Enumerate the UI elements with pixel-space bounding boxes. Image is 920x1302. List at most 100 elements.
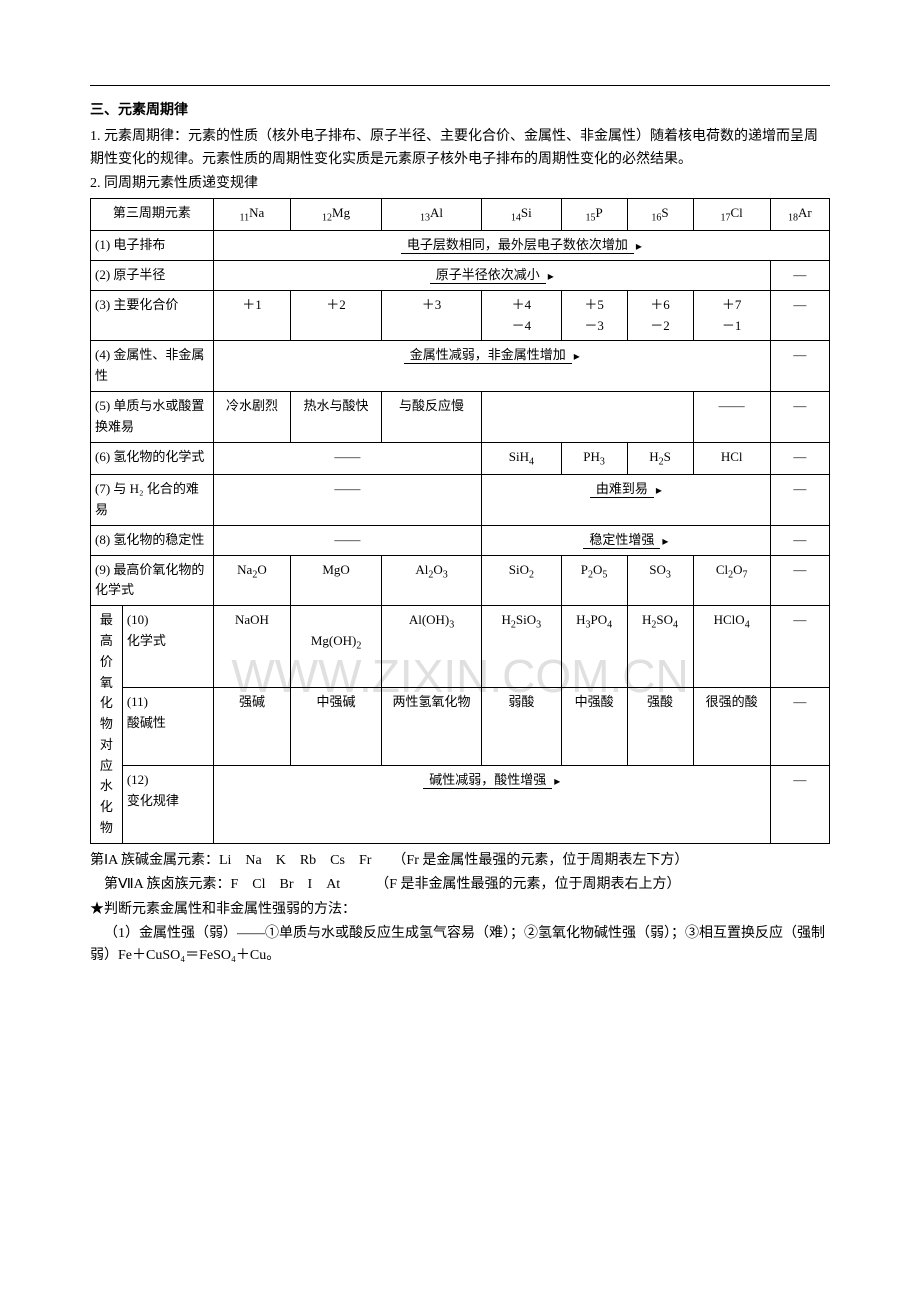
val-cell: Al2O3 <box>382 555 482 606</box>
arrow-right-icon: ▸ <box>554 774 560 788</box>
arrow-cell: 金属性减弱，非金属性增加▸ <box>213 341 770 392</box>
row-label: (3) 主要化合价 <box>91 290 214 341</box>
val-cell: Mg(OH)2 <box>291 606 382 688</box>
arrow-right-icon: ▸ <box>636 239 642 253</box>
dash-cell: — <box>770 442 829 475</box>
val-cell: NaOH <box>213 606 290 688</box>
dash-cell: — <box>770 525 829 555</box>
val-cell: ＋3 <box>382 290 482 341</box>
row-label: (6) 氢化物的化学式 <box>91 442 214 475</box>
para-2: 2. 同周期元素性质递变规律 <box>90 173 830 195</box>
arrow-cell: 原子半径依次减小▸ <box>213 260 770 290</box>
footnote-1: 第ⅠA 族碱金属元素：Li Na K Rb Cs Fr （Fr 是金属性最强的元… <box>90 850 830 872</box>
blank-cell <box>482 391 693 442</box>
val-cell: 弱酸 <box>482 688 562 766</box>
val-cell: Al(OH)3 <box>382 606 482 688</box>
arrow-right-icon: ▸ <box>656 483 662 497</box>
val-cell: HCl <box>693 442 770 475</box>
dash-cell: — <box>770 766 829 844</box>
dash-cell: — <box>770 260 829 290</box>
table-row: 第三周期元素 11Na 12Mg 13Al 14Si 15P 16S 17Cl … <box>91 198 830 231</box>
dash-cell: —— <box>213 475 481 526</box>
table-row: (4) 金属性、非金属性 金属性减弱，非金属性增加▸ — <box>91 341 830 392</box>
row-label: (4) 金属性、非金属性 <box>91 341 214 392</box>
val-cell: 两性氢氧化物 <box>382 688 482 766</box>
arrow-right-icon: ▸ <box>574 349 580 363</box>
table-row: (11)酸碱性 强碱 中强碱 两性氢氧化物 弱酸 中强酸 强酸 很强的酸 — <box>91 688 830 766</box>
table-row: (1) 电子排布 电子层数相同，最外层电子数依次增加▸ <box>91 231 830 261</box>
element-cell: 16S <box>627 198 693 231</box>
val-cell: 强酸 <box>627 688 693 766</box>
footnote-m1: （1）金属性强（弱）——①单质与水或酸反应生成氢气容易（难）；②氢氧化物碱性强（… <box>90 923 830 968</box>
arrow-cell: 碱性减弱，酸性增强▸ <box>213 766 770 844</box>
val-cell: Na2O <box>213 555 290 606</box>
val-cell: MgO <box>291 555 382 606</box>
table-row: (7) 与 H₂ 化合的难易 —— 由难到易▸ — <box>91 475 830 526</box>
table-row: (9) 最高价氧化物的化学式 Na2O MgO Al2O3 SiO2 P2O5 … <box>91 555 830 606</box>
dash-cell: — <box>770 555 829 606</box>
footnote-star: ★判断元素金属性和非金属性强弱的方法： <box>90 899 830 921</box>
val-cell: ＋1 <box>213 290 290 341</box>
element-cell: 13Al <box>382 198 482 231</box>
dash-cell: — <box>770 475 829 526</box>
val-cell: ＋2 <box>291 290 382 341</box>
dash-cell: — <box>770 688 829 766</box>
val-cell: P2O5 <box>561 555 627 606</box>
arrow-cell: 电子层数相同，最外层电子数依次增加▸ <box>213 231 829 261</box>
footnote-2: 第ⅦA 族卤族元素：F Cl Br I At （F 是非金属性最强的元素，位于周… <box>90 874 830 896</box>
dash-cell: —— <box>213 442 481 475</box>
table-row: (8) 氢化物的稳定性 —— 稳定性增强▸ — <box>91 525 830 555</box>
element-cell: 15P <box>561 198 627 231</box>
row-label: (7) 与 H₂ 化合的难易 <box>91 475 214 526</box>
row-label: (11)酸碱性 <box>122 688 213 766</box>
arrow-cell: 稳定性增强▸ <box>482 525 771 555</box>
val-cell: ＋6－2 <box>627 290 693 341</box>
row-label: (1) 电子排布 <box>91 231 214 261</box>
element-cell: 12Mg <box>291 198 382 231</box>
element-cell: 14Si <box>482 198 562 231</box>
dash-cell: — <box>770 606 829 688</box>
val-cell: H2S <box>627 442 693 475</box>
group-label: 最高价氧化物对应水化物 <box>91 606 123 844</box>
val-cell: 强碱 <box>213 688 290 766</box>
val-cell: PH3 <box>561 442 627 475</box>
val-cell: 中强酸 <box>561 688 627 766</box>
val-cell: 与酸反应慢 <box>382 391 482 442</box>
table-row: (2) 原子半径 原子半径依次减小▸ — <box>91 260 830 290</box>
row-label: (10)化学式 <box>122 606 213 688</box>
arrow-cell: 由难到易▸ <box>482 475 771 526</box>
val-cell: SiH4 <box>482 442 562 475</box>
element-cell: 18Ar <box>770 198 829 231</box>
dash-cell: —— <box>693 391 770 442</box>
arrow-right-icon: ▸ <box>548 269 554 283</box>
val-cell: ＋7－1 <box>693 290 770 341</box>
val-cell: SO3 <box>627 555 693 606</box>
val-cell: Cl2O7 <box>693 555 770 606</box>
arrow-right-icon: ▸ <box>662 534 668 548</box>
header-label: 第三周期元素 <box>91 198 214 231</box>
val-cell: 冷水剧烈 <box>213 391 290 442</box>
val-cell: 很强的酸 <box>693 688 770 766</box>
val-cell: HClO4 <box>693 606 770 688</box>
table-row: (12)变化规律 碱性减弱，酸性增强▸ — <box>91 766 830 844</box>
val-cell: 中强碱 <box>291 688 382 766</box>
periodic-table: 第三周期元素 11Na 12Mg 13Al 14Si 15P 16S 17Cl … <box>90 198 830 844</box>
val-cell: H2SO4 <box>627 606 693 688</box>
row-label: (8) 氢化物的稳定性 <box>91 525 214 555</box>
val-cell: H3PO4 <box>561 606 627 688</box>
dash-cell: — <box>770 391 829 442</box>
row-label: (2) 原子半径 <box>91 260 214 290</box>
element-cell: 11Na <box>213 198 290 231</box>
table-row: (5) 单质与水或酸置换难易 冷水剧烈 热水与酸快 与酸反应慢 —— — <box>91 391 830 442</box>
dash-cell: — <box>770 290 829 341</box>
row-label: (9) 最高价氧化物的化学式 <box>91 555 214 606</box>
dash-cell: — <box>770 341 829 392</box>
table-row: (3) 主要化合价 ＋1 ＋2 ＋3 ＋4－4 ＋5－3 ＋6－2 ＋7－1 — <box>91 290 830 341</box>
top-rule <box>90 85 830 86</box>
table-row: 最高价氧化物对应水化物 (10)化学式 NaOH Mg(OH)2 Al(OH)3… <box>91 606 830 688</box>
val-cell: ＋4－4 <box>482 290 562 341</box>
val-cell: 热水与酸快 <box>291 391 382 442</box>
val-cell: ＋5－3 <box>561 290 627 341</box>
section-title: 三、元素周期律 <box>90 100 830 122</box>
row-label: (5) 单质与水或酸置换难易 <box>91 391 214 442</box>
